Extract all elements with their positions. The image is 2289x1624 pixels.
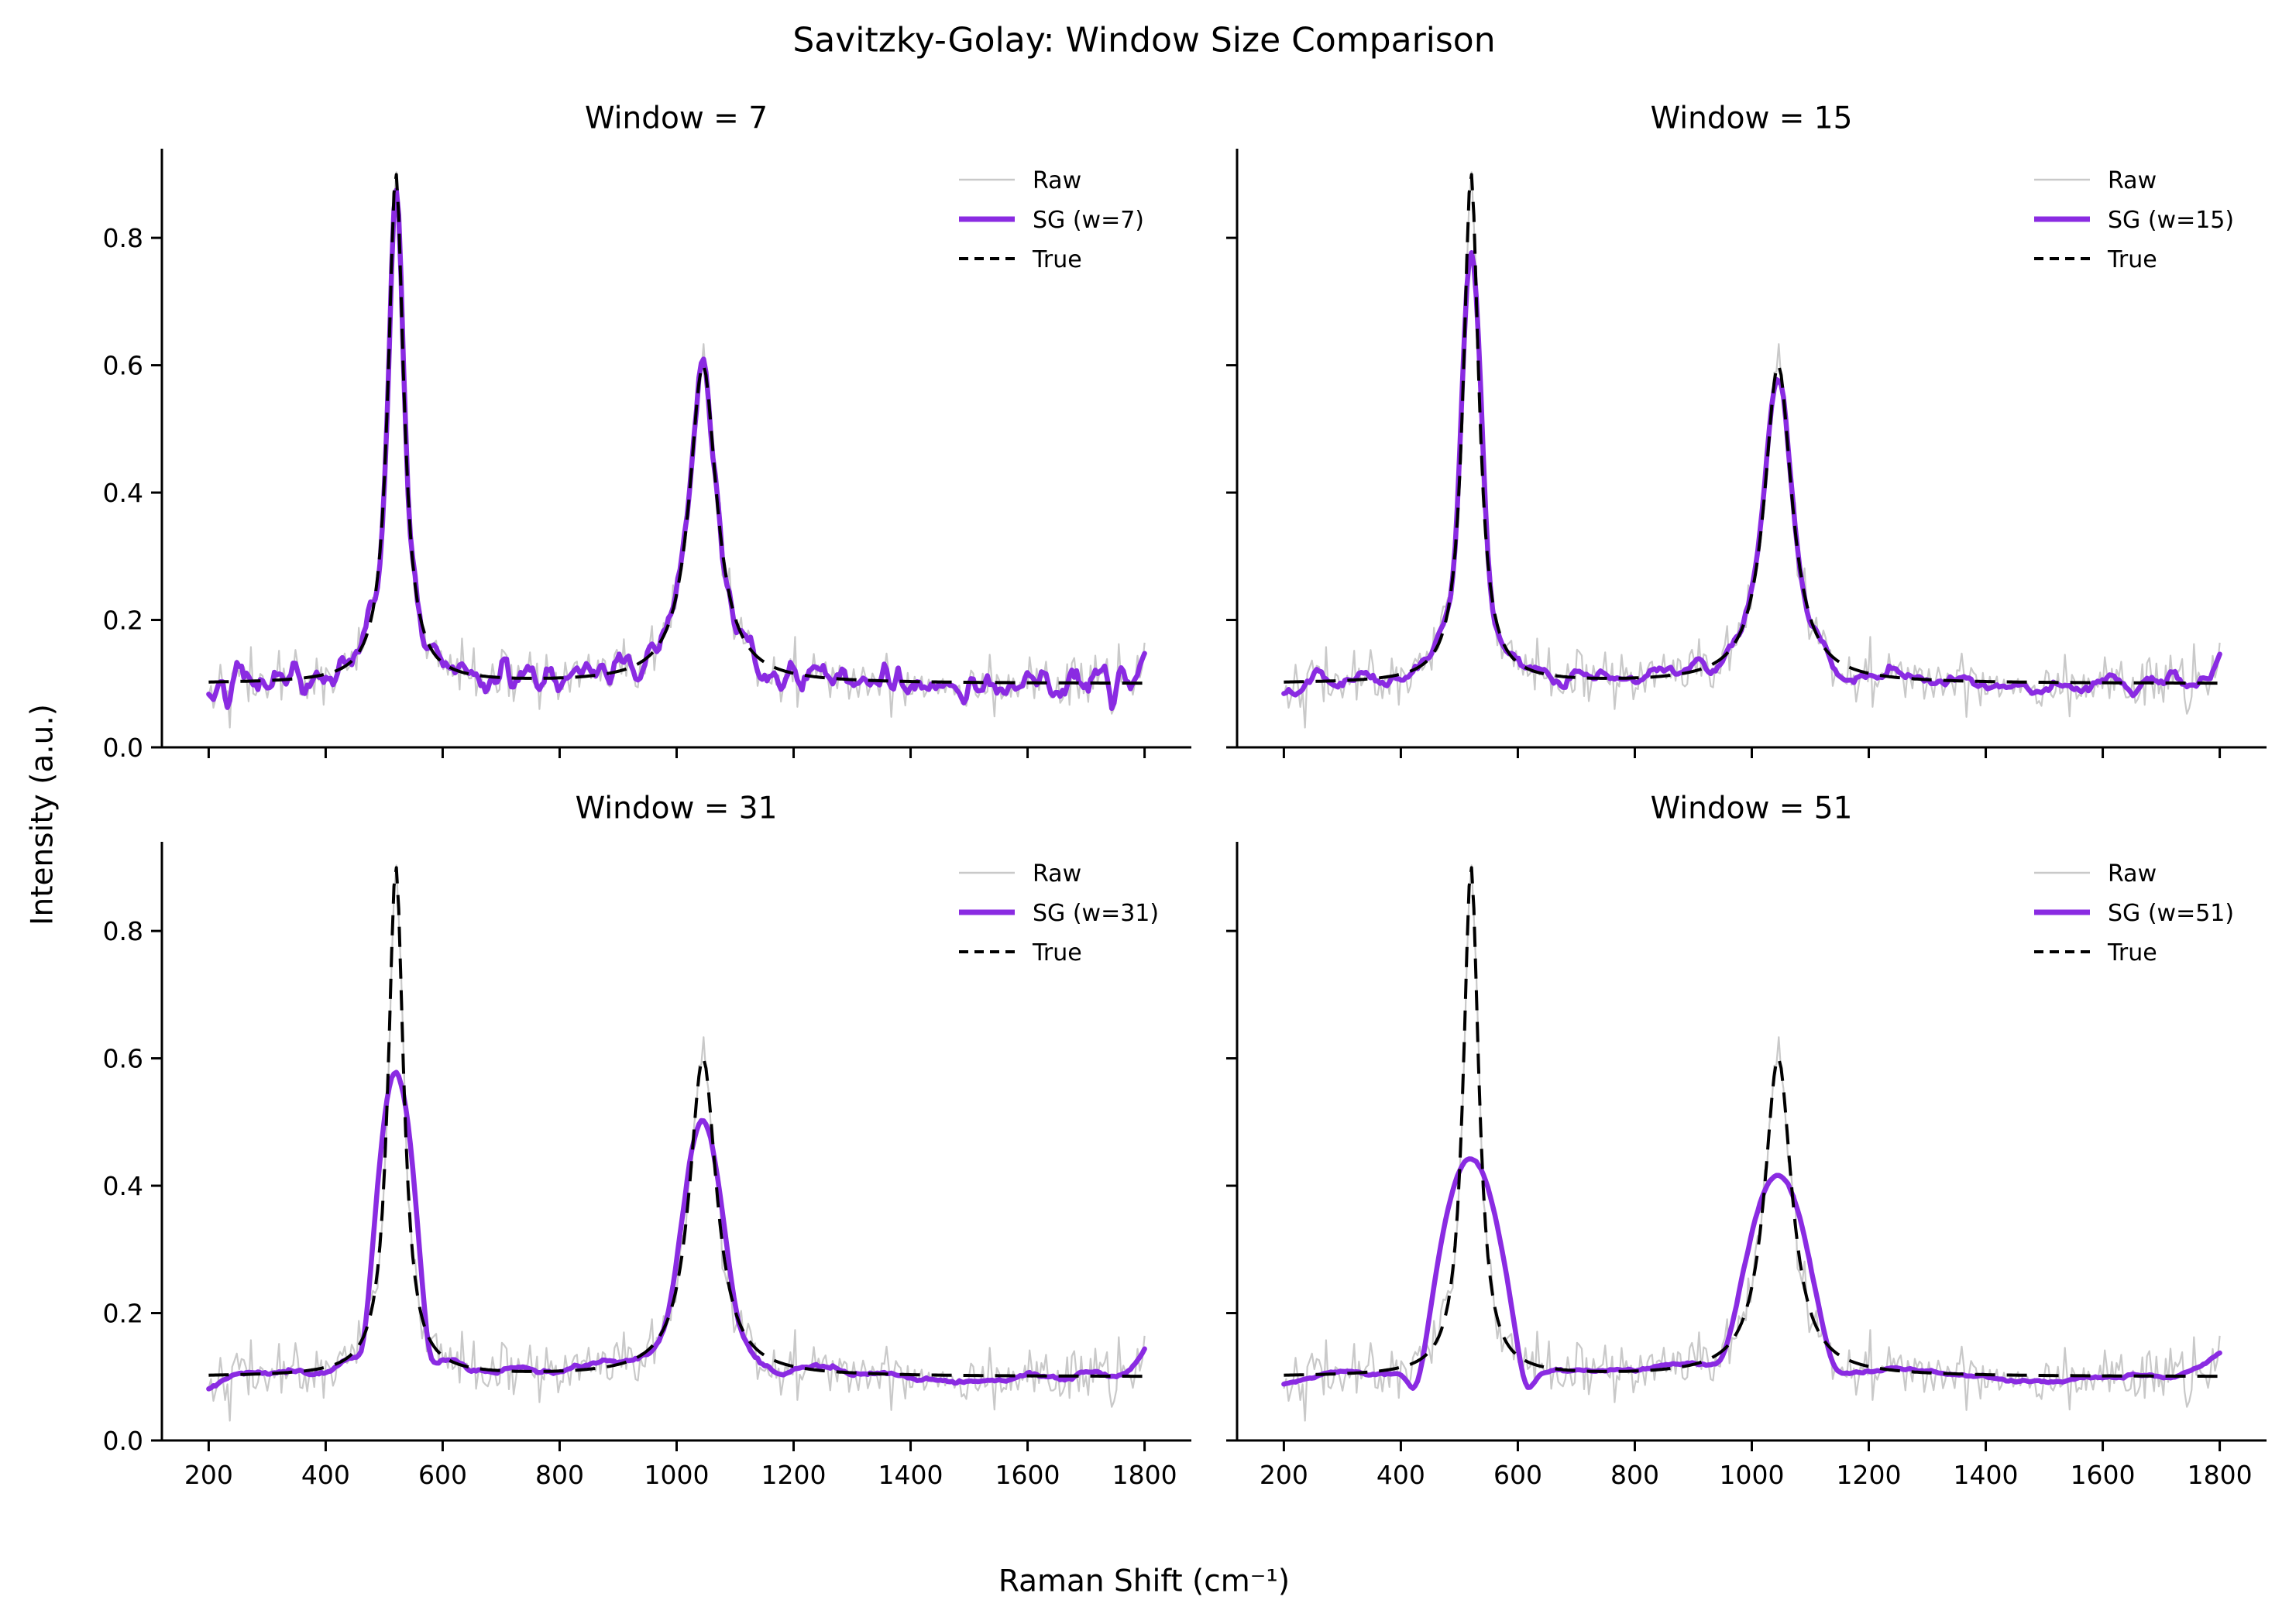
panel-15: Raw SG (w=15) True bbox=[1226, 149, 2267, 758]
legend-label: True bbox=[2107, 939, 2157, 967]
x-tick-label: 400 bbox=[301, 1460, 350, 1490]
sg-line bbox=[1281, 1156, 2222, 1391]
legend-label: Raw bbox=[1033, 860, 1081, 888]
legend-label: Raw bbox=[2108, 860, 2157, 888]
axes-spines bbox=[1236, 149, 2267, 749]
true-line bbox=[208, 173, 1145, 685]
y-tick-label: 0.0 bbox=[103, 1426, 143, 1456]
true-line bbox=[1284, 173, 2220, 685]
legend-label: True bbox=[1032, 939, 1082, 967]
y-tick-label: 0.2 bbox=[103, 606, 143, 636]
sg-line bbox=[206, 1070, 1147, 1392]
x-tick-label: 1800 bbox=[1112, 1460, 1177, 1490]
panel-title-window-15: Window = 15 bbox=[1650, 101, 1853, 136]
x-tick-label: 200 bbox=[184, 1460, 233, 1490]
y-tick-label: 0.4 bbox=[103, 1171, 143, 1201]
raw-line bbox=[208, 864, 1146, 1422]
x-tick-label: 1400 bbox=[1954, 1460, 2019, 1490]
true-line bbox=[1284, 866, 2220, 1379]
panel-title-window-7: Window = 7 bbox=[584, 101, 768, 136]
panel-title-window-31: Window = 31 bbox=[575, 791, 778, 826]
legend-label: SG (w=15) bbox=[2108, 207, 2234, 234]
y-tick-label: 0.6 bbox=[103, 1044, 143, 1074]
legend-label: SG (w=51) bbox=[2108, 900, 2234, 927]
axes-spines bbox=[1236, 842, 2267, 1442]
legend-label: True bbox=[2107, 246, 2157, 273]
x-tick-label: 800 bbox=[1610, 1460, 1659, 1490]
legend: Raw SG (w=15) True bbox=[2034, 167, 2234, 273]
legend-label: SG (w=7) bbox=[1033, 207, 1144, 234]
y-tick-label: 0.4 bbox=[103, 478, 143, 508]
x-tick-label: 800 bbox=[535, 1460, 584, 1490]
legend-label: True bbox=[1032, 246, 1082, 273]
x-tick-label: 1200 bbox=[1837, 1460, 1902, 1490]
y-tick-label: 0.2 bbox=[103, 1299, 143, 1329]
y-axis-label: Intensity (a.u.) bbox=[25, 704, 60, 925]
legend: Raw SG (w=7) True bbox=[959, 167, 1144, 273]
panel-title-window-51: Window = 51 bbox=[1650, 791, 1853, 826]
y-tick-label: 0.0 bbox=[103, 733, 143, 763]
legend-label: Raw bbox=[1033, 167, 1081, 194]
x-tick-label: 1600 bbox=[995, 1460, 1060, 1490]
x-tick-label: 1600 bbox=[2071, 1460, 2136, 1490]
x-axis-label: Raman Shift (cm⁻¹) bbox=[998, 1564, 1291, 1599]
figure-title: Savitzky-Golay: Window Size Comparison bbox=[792, 20, 1496, 60]
x-tick-label: 1200 bbox=[761, 1460, 827, 1490]
legend-label: SG (w=31) bbox=[1033, 900, 1159, 927]
legend: Raw SG (w=31) True bbox=[959, 860, 1159, 967]
x-tick-label: 600 bbox=[418, 1460, 467, 1490]
x-tick-label: 200 bbox=[1260, 1460, 1308, 1490]
x-tick-label: 400 bbox=[1376, 1460, 1425, 1490]
axes-spines bbox=[160, 842, 1191, 1442]
y-tick-label: 0.8 bbox=[103, 223, 143, 253]
x-tick-label: 1800 bbox=[2188, 1460, 2253, 1490]
panel-51: 200 400 600 800 1000 1200 1400 1600 1800 Raw SG (w… bbox=[1226, 842, 2267, 1490]
y-tick-label: 0.8 bbox=[103, 916, 143, 946]
raw-line bbox=[1283, 171, 2221, 729]
x-tick-label: 1000 bbox=[1720, 1460, 1785, 1490]
x-tick-label: 1000 bbox=[644, 1460, 710, 1490]
true-line bbox=[208, 866, 1145, 1379]
axes-spines bbox=[160, 149, 1191, 749]
sg-line bbox=[206, 187, 1147, 712]
raw-line bbox=[208, 171, 1146, 729]
legend-label: Raw bbox=[2108, 167, 2157, 194]
legend: Raw SG (w=51) True bbox=[2034, 860, 2234, 967]
sg-line bbox=[1281, 250, 2222, 699]
x-tick-label: 1400 bbox=[878, 1460, 943, 1490]
x-tick-label: 600 bbox=[1493, 1460, 1542, 1490]
y-tick-label: 0.6 bbox=[103, 351, 143, 381]
panel-7: 0.0 0.2 0.4 0.6 0.8 Raw SG (w=7) True bbox=[103, 149, 1191, 763]
panel-31: 200 400 600 800 1000 1200 1400 1600 1800 0.0 0.2 0.… bbox=[103, 842, 1191, 1490]
